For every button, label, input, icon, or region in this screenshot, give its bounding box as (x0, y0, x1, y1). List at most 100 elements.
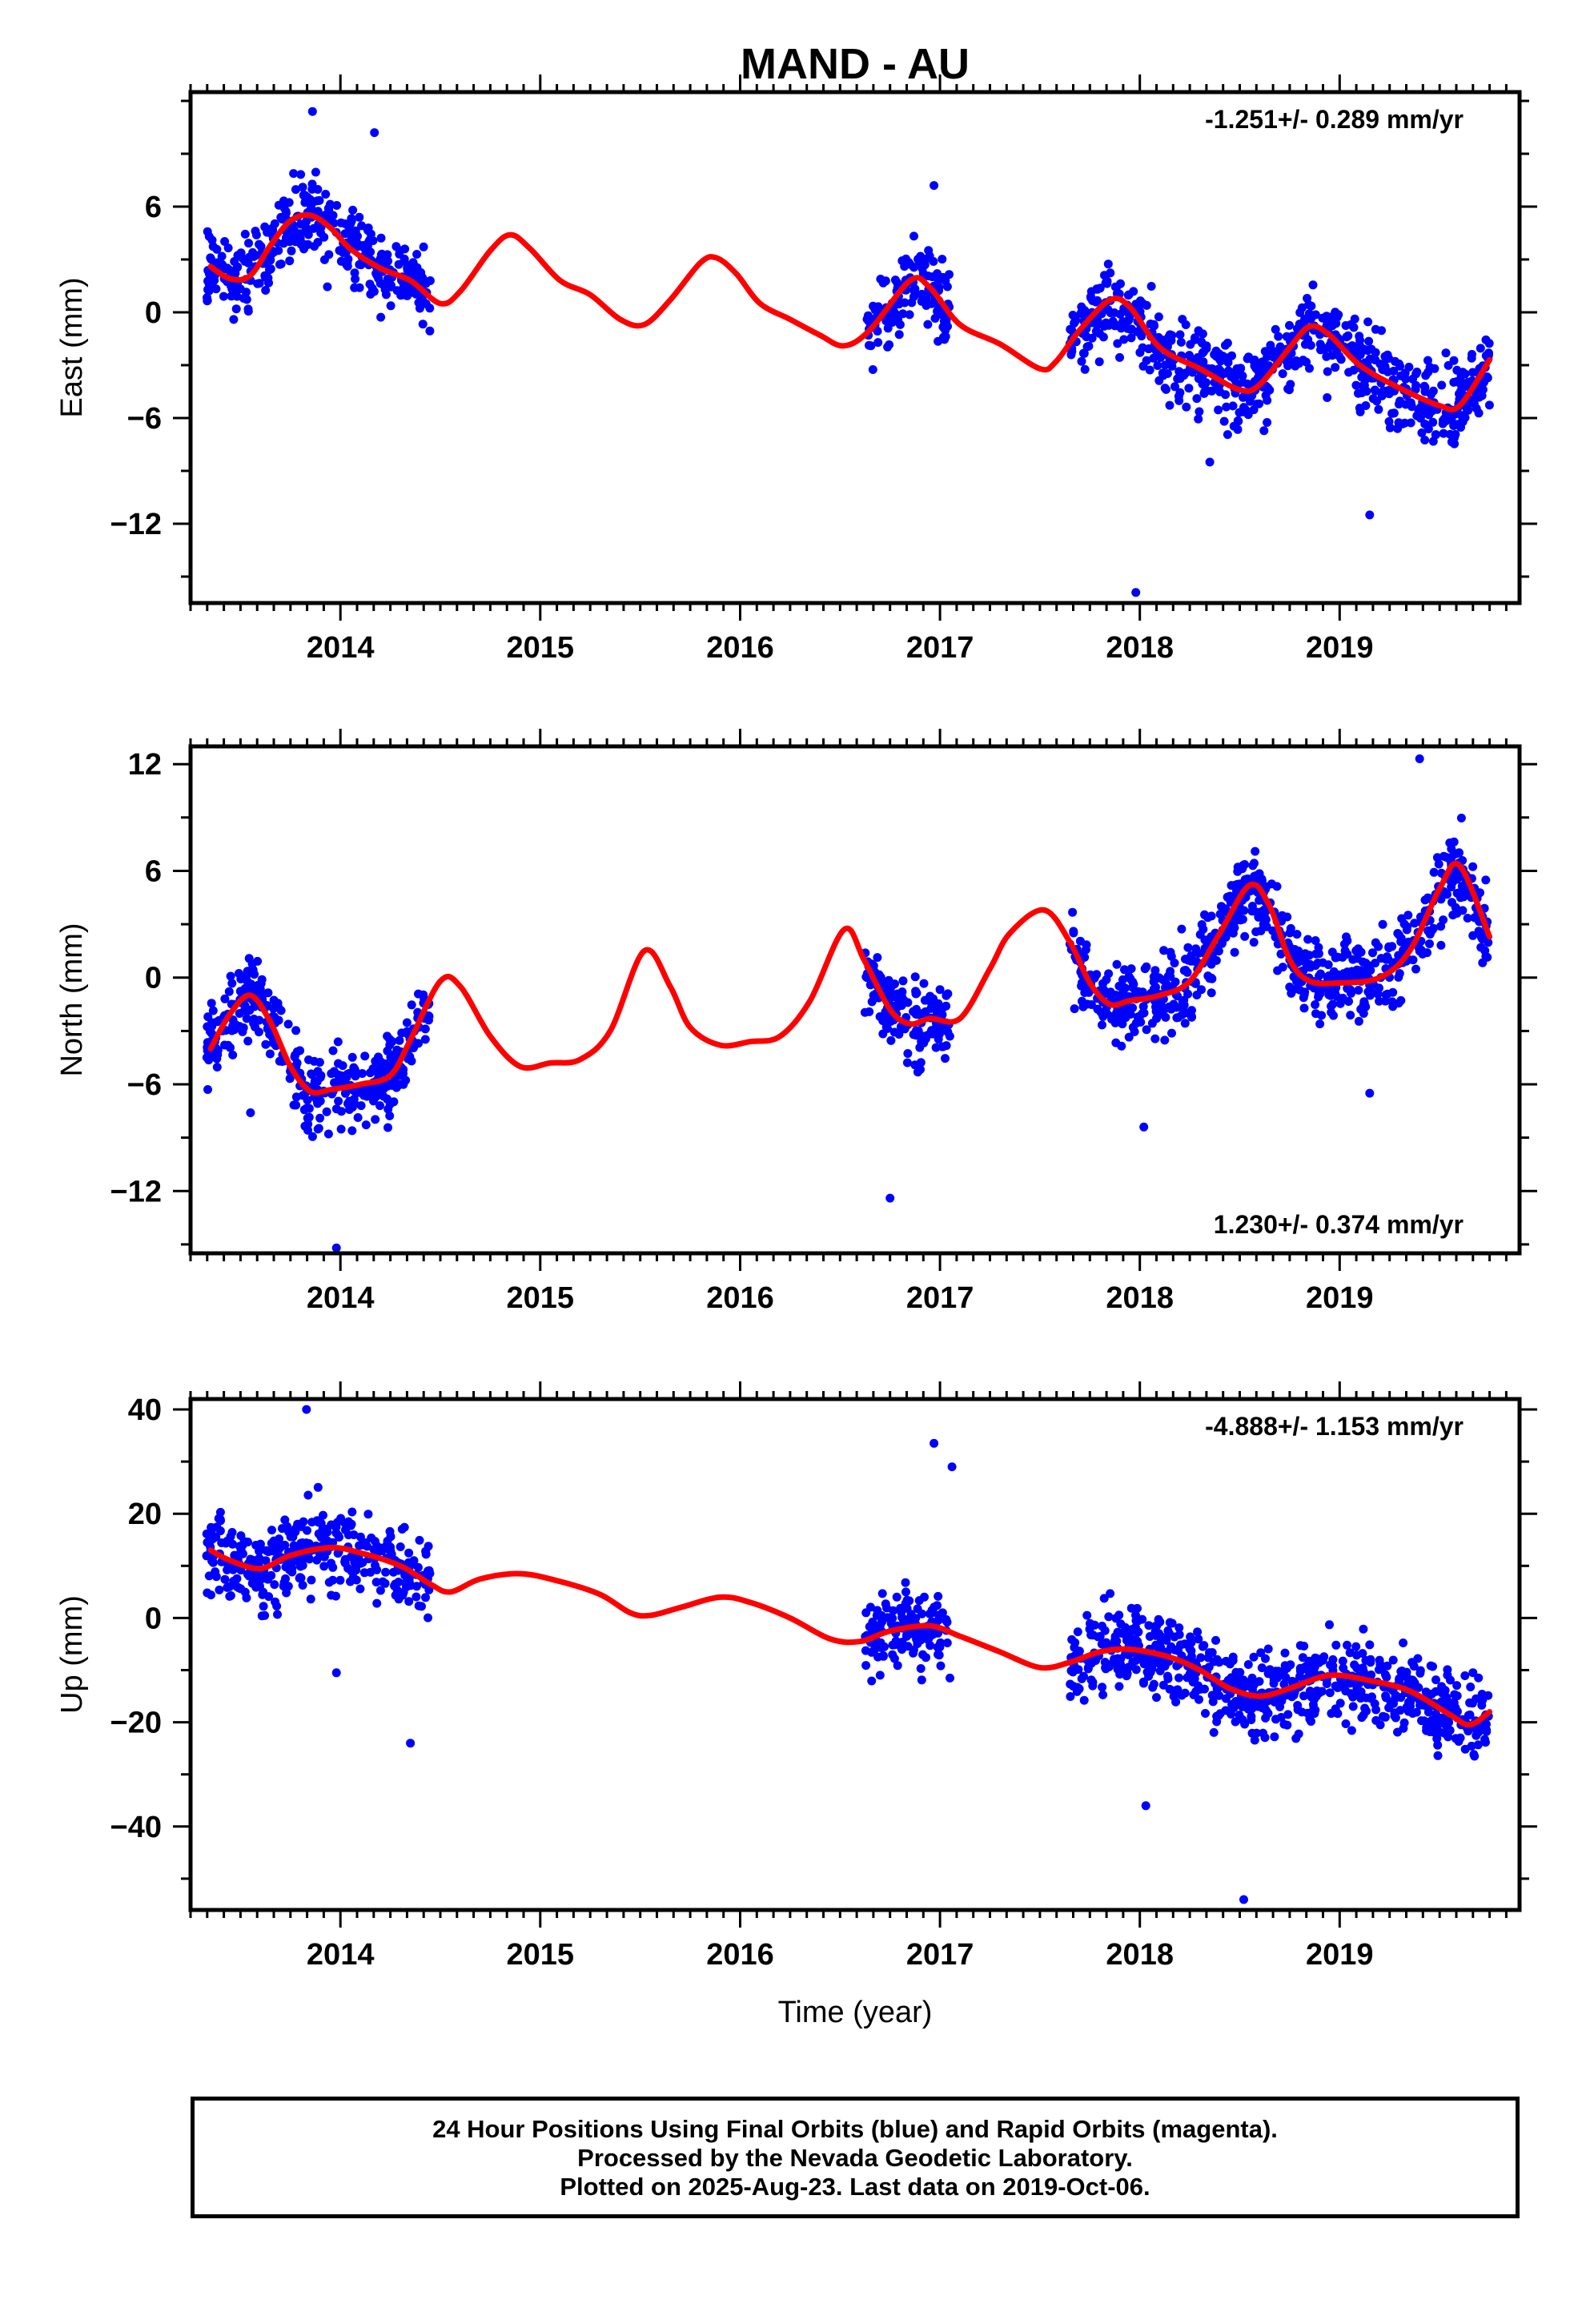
data-point (911, 1628, 921, 1638)
data-point (255, 1546, 264, 1556)
data-point (1333, 1709, 1343, 1719)
data-point (1430, 364, 1439, 373)
data-point (1482, 372, 1492, 381)
data-point (202, 1529, 211, 1538)
data-point (224, 987, 234, 996)
data-point (1103, 989, 1113, 999)
data-point (1222, 402, 1231, 412)
data-point (1211, 352, 1221, 361)
data-point (881, 1023, 891, 1031)
data-point (1403, 922, 1411, 931)
data-point (1359, 997, 1369, 1007)
data-point (203, 1085, 212, 1094)
data-point (1354, 388, 1363, 398)
data-point (263, 1547, 273, 1557)
data-point (1093, 1004, 1102, 1014)
data-point (1070, 317, 1079, 327)
data-point (407, 1000, 416, 1010)
data-point (1149, 1679, 1158, 1689)
data-point (1068, 1667, 1078, 1677)
data-point (1278, 369, 1287, 379)
data-point (304, 1104, 314, 1113)
data-point (275, 259, 284, 269)
east-x-axis: 2014 2015 2016 2017 2018 2019 (189, 74, 1508, 665)
data-point (1331, 953, 1340, 963)
data-point (334, 1096, 343, 1106)
data-point (1101, 1663, 1110, 1673)
data-point (1167, 1618, 1177, 1628)
data-point (332, 1518, 342, 1527)
data-point (1104, 969, 1114, 979)
data-point (321, 190, 331, 199)
data-point (1441, 416, 1451, 425)
data-point (307, 179, 317, 189)
north-frame (188, 744, 1522, 1256)
data-point (412, 250, 422, 259)
data-point (1342, 332, 1351, 342)
data-point (1470, 1751, 1480, 1761)
data-point (1170, 382, 1179, 392)
data-point (1269, 1679, 1279, 1688)
data-point (1429, 1727, 1438, 1737)
data-point (1098, 1622, 1106, 1630)
data-point (1305, 963, 1315, 972)
data-point (936, 1661, 946, 1671)
data-point (1401, 400, 1411, 409)
data-point (1365, 510, 1375, 520)
data-point (1191, 333, 1199, 343)
data-point (291, 185, 300, 195)
data-point (1163, 1674, 1173, 1683)
data-point (1411, 369, 1421, 379)
data-point (376, 312, 386, 322)
data-point (375, 1101, 384, 1111)
data-point (368, 1088, 377, 1096)
data-point (909, 231, 918, 241)
data-point (1172, 1661, 1182, 1671)
data-point (1356, 1687, 1366, 1696)
data-point (415, 1535, 424, 1545)
data-point (208, 242, 218, 251)
data-point (1467, 353, 1476, 363)
data-point (1223, 366, 1233, 376)
data-point (1472, 1727, 1482, 1736)
data-point (1382, 1672, 1391, 1682)
data-point (1311, 936, 1320, 945)
data-point (1295, 308, 1305, 317)
data-point (1468, 368, 1477, 377)
data-point (1295, 985, 1304, 995)
data-point (1153, 1008, 1162, 1018)
data-point (1211, 1635, 1220, 1645)
data-point (1281, 1673, 1291, 1683)
data-point (1146, 282, 1156, 291)
data-point (1474, 1673, 1484, 1683)
data-point (1086, 1000, 1096, 1009)
data-point (1149, 972, 1158, 982)
data-point (250, 970, 259, 979)
data-point (901, 1578, 910, 1587)
data-point (357, 221, 367, 231)
data-point (1466, 1683, 1476, 1691)
data-point (897, 1642, 907, 1651)
data-point (1314, 949, 1323, 959)
data-point (1244, 1679, 1254, 1689)
data-point (1362, 387, 1371, 396)
data-point (1239, 377, 1248, 387)
data-point (942, 1638, 952, 1647)
data-point (406, 1739, 416, 1748)
data-point (1304, 300, 1314, 309)
data-point (231, 304, 241, 314)
data-point (1285, 983, 1295, 991)
data-point (1177, 924, 1186, 934)
data-point (1079, 306, 1089, 316)
data-point (203, 296, 212, 305)
data-point (1130, 1634, 1140, 1644)
data-point (877, 1589, 887, 1598)
data-point (371, 1578, 381, 1587)
data-point (1399, 1638, 1408, 1647)
data-point (1331, 363, 1340, 372)
data-point (1114, 1682, 1124, 1691)
data-point (1116, 324, 1126, 333)
data-point (1423, 356, 1432, 365)
data-point (1092, 284, 1102, 294)
data-point (1284, 385, 1294, 395)
